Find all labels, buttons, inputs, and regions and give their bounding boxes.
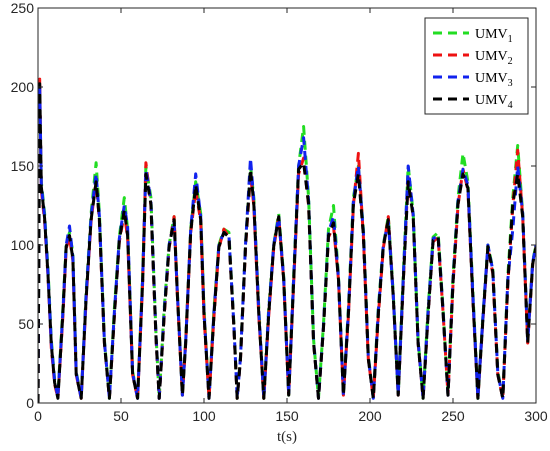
y-tick-label: 200 [11, 79, 35, 95]
x-tick-label: 250 [441, 408, 465, 424]
y-tick-label: 0 [26, 395, 34, 411]
legend: UMV1 UMV2 UMV3 UMV4 [424, 17, 529, 115]
series-line-umv4 [38, 82, 536, 403]
y-tick-label: 150 [11, 158, 35, 174]
x-tick-label: 50 [113, 408, 129, 424]
y-tick-label: 50 [18, 316, 34, 332]
x-tick-label: 150 [275, 408, 299, 424]
y-tick-label: 250 [11, 0, 35, 16]
x-tick-label: 200 [358, 408, 382, 424]
x-tick-label: 100 [192, 408, 216, 424]
x-tick-label: 0 [34, 408, 42, 424]
legend-label-umv1: UMV1 [475, 27, 513, 45]
legend-label-umv3: UMV3 [475, 71, 513, 89]
x-tick-label: 300 [524, 408, 548, 424]
legend-label-umv4: UMV4 [475, 93, 513, 111]
axis-ticks: 0 50 100 150 200 250 300 0 50 100 150 200 250 [11, 0, 548, 424]
y-tick-label: 100 [11, 237, 35, 253]
x-axis-label: t(s) [277, 429, 297, 445]
series-layer [38, 77, 536, 403]
legend-label-umv2: UMV2 [475, 49, 513, 67]
legend-box [424, 17, 529, 115]
